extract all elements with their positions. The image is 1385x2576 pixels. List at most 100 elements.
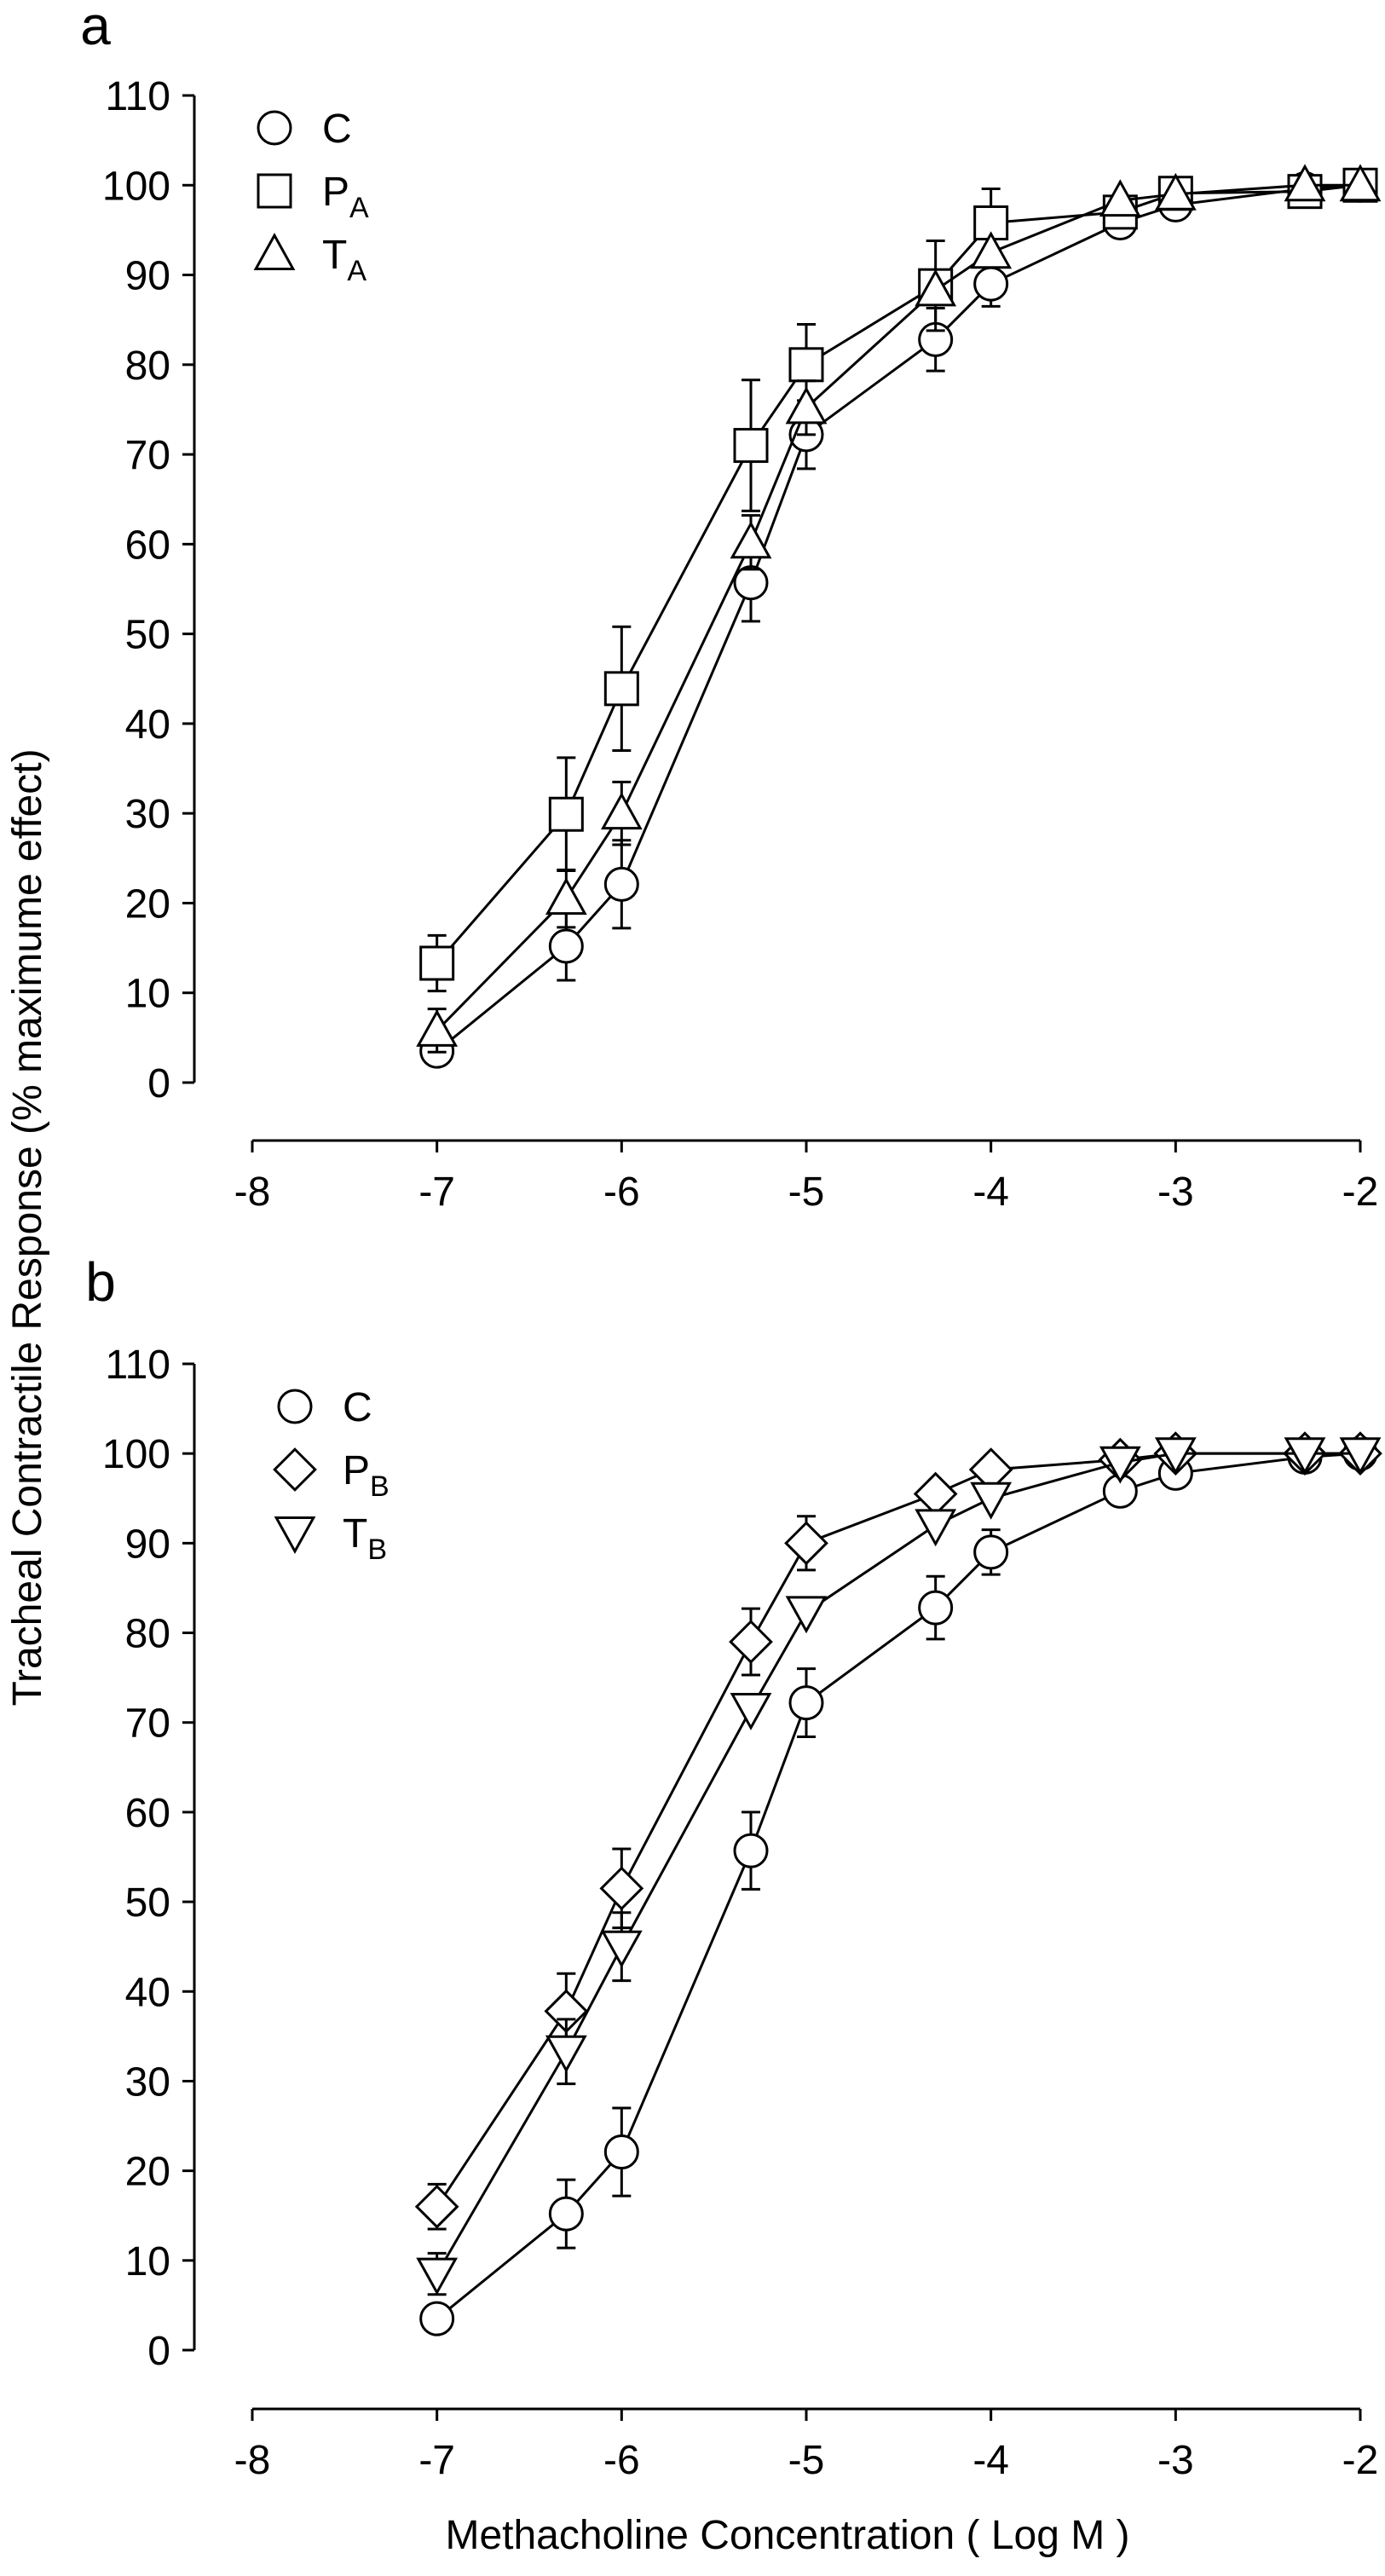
y-tick-label: 50 xyxy=(125,613,170,658)
data-point-PA xyxy=(548,796,584,832)
data-point-C xyxy=(973,266,1009,302)
legend-label-C: C xyxy=(322,107,352,152)
data-point-C xyxy=(419,2301,455,2336)
y-tick-label: 110 xyxy=(105,1343,170,1388)
legend-label-PB: PB xyxy=(343,1448,390,1503)
data-point-TA xyxy=(785,386,828,425)
y-tick-label: 20 xyxy=(125,881,170,927)
y-tick-label: 30 xyxy=(125,2059,170,2105)
panel-label: a xyxy=(80,0,111,56)
x-tick-label: -8 xyxy=(234,1170,271,1215)
data-point-C xyxy=(788,1685,824,1721)
data-point-TB xyxy=(785,1596,828,1634)
y-tick-label: 100 xyxy=(102,164,170,209)
y-axis-label: Tracheal Contractile Response (% maximum… xyxy=(5,748,50,1706)
x-tick-label: -4 xyxy=(972,2438,1009,2483)
series-C xyxy=(419,1435,1378,2336)
data-point-PA xyxy=(419,945,455,981)
legend-label-PA: PA xyxy=(322,170,369,224)
data-point-C xyxy=(733,1833,769,1868)
x-tick-label: -7 xyxy=(418,2438,455,2483)
series-line-C xyxy=(436,183,1361,1053)
data-point-TA xyxy=(545,877,587,915)
data-point-TB xyxy=(416,2257,459,2296)
data-point-C xyxy=(548,2196,584,2232)
legend-subscript: A xyxy=(347,255,366,287)
legend-label-C: C xyxy=(343,1385,372,1430)
panel-a: a 0 10 20 30 40 50 60 70 80 90 100 110 -8 -7 -6 -5 -4 -3 -2… xyxy=(80,0,1382,1215)
legend-label-TB: TB xyxy=(343,1511,387,1566)
legend-marker-TA xyxy=(253,233,296,270)
data-point-TA xyxy=(1099,179,1141,217)
x-tick-label: -5 xyxy=(788,1170,825,1215)
x-tick-label: -2 xyxy=(1342,2438,1379,2483)
x-tick-label: -6 xyxy=(603,2438,640,2483)
x-tick-label: -5 xyxy=(788,2438,825,2483)
y-tick-label: 70 xyxy=(125,1701,170,1747)
legend-marker-PA xyxy=(257,173,292,209)
series-C xyxy=(419,167,1378,1069)
y-tick-label: 10 xyxy=(125,972,170,1017)
series-TB xyxy=(416,1437,1382,2296)
series-line-TB xyxy=(436,1452,1360,2275)
legend-marker-TB xyxy=(274,1516,316,1554)
data-point-TB xyxy=(730,1692,772,1730)
series-line-C xyxy=(436,1452,1361,2320)
data-point-C xyxy=(918,1590,954,1626)
data-point-TA xyxy=(1284,164,1326,202)
x-tick-label: -4 xyxy=(972,1170,1009,1215)
y-tick-label: 70 xyxy=(125,433,170,478)
y-tick-label: 20 xyxy=(125,2150,170,2195)
data-point-TA xyxy=(1339,164,1382,202)
data-point-PA xyxy=(788,347,824,383)
x-axis-label: Methacholine Concentration ( Log M ) xyxy=(445,2513,1129,2558)
data-point-PB xyxy=(729,1620,773,1664)
legend-marker-PB xyxy=(273,1447,317,1492)
series-line-PB xyxy=(436,1452,1360,2208)
data-point-TB xyxy=(545,2035,587,2073)
legend-subscript: A xyxy=(349,192,369,224)
data-point-PB xyxy=(913,1471,958,1516)
data-point-PB xyxy=(784,1521,828,1566)
legend: C PB TB xyxy=(273,1385,390,1566)
series-line-PA xyxy=(436,183,1361,964)
series-TA xyxy=(416,164,1382,1054)
y-tick-label: 90 xyxy=(125,1522,170,1567)
data-point-C xyxy=(603,2134,639,2170)
legend-label-TA: TA xyxy=(322,233,366,287)
y-tick-label: 60 xyxy=(125,1791,170,1836)
data-point-TB xyxy=(600,1930,643,1968)
data-point-C xyxy=(603,866,639,902)
data-point-TB xyxy=(1154,1437,1197,1476)
y-tick-label: 80 xyxy=(125,1612,170,1657)
data-point-PA xyxy=(603,671,639,707)
data-point-PB xyxy=(599,1866,644,1911)
y-tick-label: 90 xyxy=(125,254,170,299)
data-point-C xyxy=(973,1534,1009,1570)
y-tick-label: 10 xyxy=(125,2239,170,2284)
data-point-TA xyxy=(1154,172,1197,211)
panel-label: b xyxy=(85,1251,116,1313)
y-tick-label: 40 xyxy=(125,1970,170,2015)
data-point-TA xyxy=(915,269,957,307)
y-tick-label: 0 xyxy=(147,1061,170,1106)
series-PB xyxy=(414,1431,1382,2231)
data-point-C xyxy=(733,565,769,601)
y-tick-label: 30 xyxy=(125,792,170,837)
x-tick-label: -7 xyxy=(418,1170,455,1215)
data-point-TA xyxy=(730,521,772,559)
data-point-TA xyxy=(416,1009,459,1047)
series-PA xyxy=(419,167,1378,993)
x-tick-label: -6 xyxy=(603,1170,640,1215)
data-point-TA xyxy=(970,231,1013,269)
y-tick-label: 80 xyxy=(125,344,170,389)
x-tick-label: -3 xyxy=(1157,2438,1194,2483)
data-point-TB xyxy=(970,1481,1013,1520)
data-point-TB xyxy=(1284,1437,1326,1476)
y-tick-label: 0 xyxy=(147,2329,170,2374)
y-tick-label: 100 xyxy=(102,1432,170,1477)
x-tick-label: -8 xyxy=(234,2438,271,2483)
data-point-TB xyxy=(1339,1437,1382,1476)
y-tick-label: 50 xyxy=(125,1880,170,1926)
